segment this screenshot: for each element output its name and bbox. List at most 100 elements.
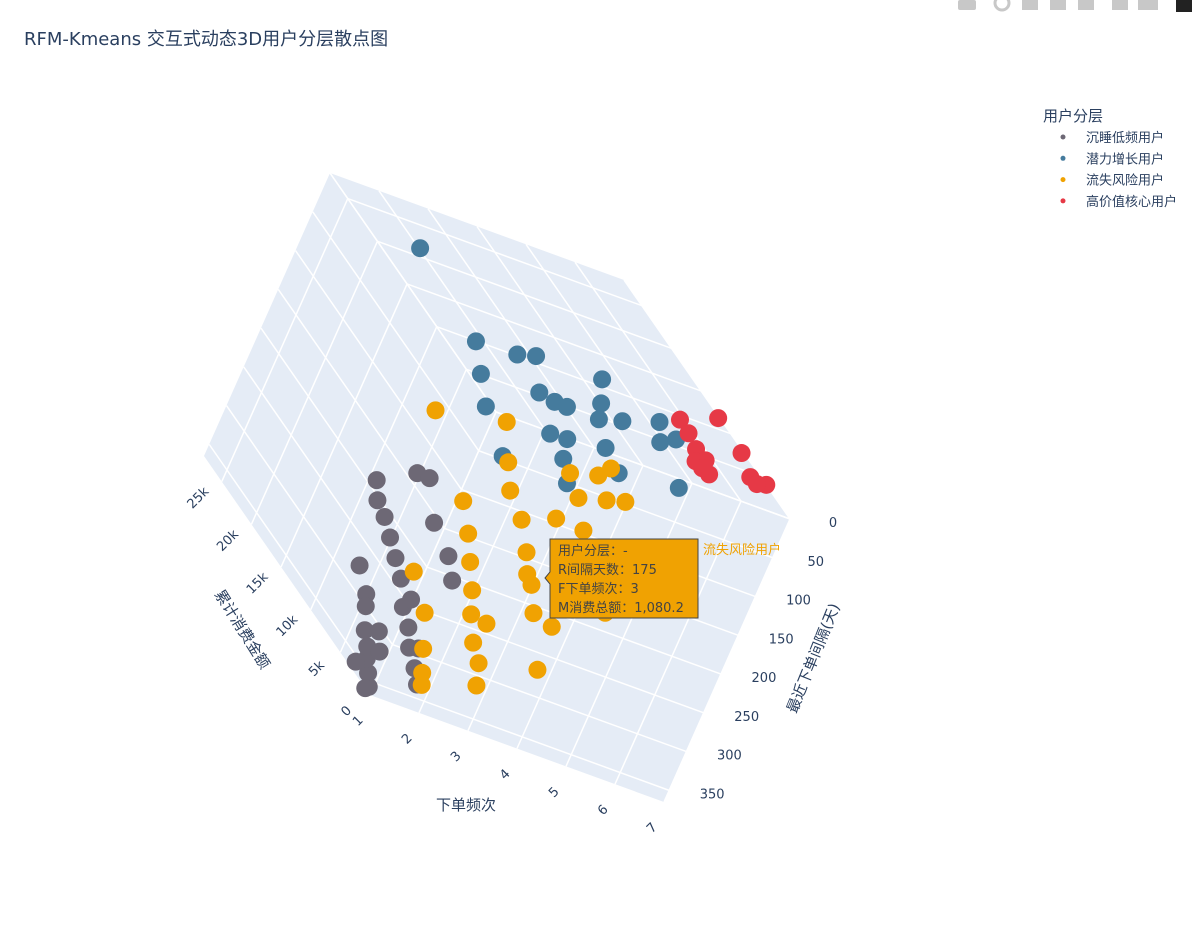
point bbox=[542, 617, 561, 636]
point bbox=[508, 345, 527, 364]
point bbox=[370, 642, 389, 661]
point bbox=[459, 524, 478, 543]
legend-label: 潜力增长用户 bbox=[1086, 151, 1164, 167]
point bbox=[512, 510, 531, 529]
point bbox=[386, 549, 405, 568]
y-tick-label: 2 bbox=[399, 731, 415, 747]
grid-line bbox=[378, 190, 546, 431]
point bbox=[462, 605, 481, 624]
legend-label: 高价值核心用户 bbox=[1086, 194, 1177, 210]
grid-line bbox=[260, 327, 428, 568]
x-tick-label: 50 bbox=[807, 555, 824, 570]
grid-line bbox=[406, 283, 702, 392]
point bbox=[592, 394, 611, 413]
point bbox=[356, 597, 375, 616]
x-tick-label: 300 bbox=[717, 749, 742, 764]
y-axis-title: 下单频次 bbox=[436, 796, 496, 814]
plotly-logo[interactable] bbox=[1176, 0, 1192, 12]
legend-marker bbox=[1060, 177, 1066, 183]
pan-icon[interactable] bbox=[1022, 0, 1038, 10]
point bbox=[589, 410, 608, 429]
scene: 050100150200250300350123456705k10k15k20k… bbox=[185, 172, 844, 837]
point bbox=[541, 424, 560, 443]
point bbox=[651, 433, 670, 452]
point bbox=[464, 633, 483, 652]
point bbox=[404, 562, 423, 581]
point bbox=[399, 618, 418, 637]
grid-line bbox=[280, 283, 408, 568]
grid-line bbox=[294, 250, 463, 490]
point bbox=[411, 239, 430, 258]
point bbox=[501, 481, 520, 500]
grid-line bbox=[221, 198, 349, 482]
point bbox=[596, 438, 615, 457]
point bbox=[476, 397, 495, 416]
point bbox=[375, 507, 394, 526]
y-tick-label: 3 bbox=[448, 749, 464, 765]
grid-line bbox=[277, 288, 445, 529]
point bbox=[569, 488, 588, 507]
y-tick-label: 4 bbox=[497, 767, 513, 783]
x-tick-label: 100 bbox=[786, 594, 811, 609]
point bbox=[356, 679, 375, 698]
point bbox=[439, 547, 458, 566]
rotate-icon[interactable] bbox=[1050, 0, 1066, 10]
camera-icon[interactable] bbox=[958, 0, 976, 10]
z-tick-label: 20k bbox=[214, 527, 242, 555]
point bbox=[518, 565, 537, 584]
point bbox=[346, 652, 365, 671]
point bbox=[613, 412, 632, 431]
point bbox=[557, 397, 576, 416]
point bbox=[670, 410, 689, 429]
point bbox=[497, 412, 516, 431]
point bbox=[414, 639, 433, 658]
legend-marker bbox=[1060, 155, 1066, 161]
point bbox=[524, 604, 543, 623]
point bbox=[517, 543, 536, 562]
grid-line bbox=[565, 483, 693, 767]
point bbox=[467, 676, 486, 695]
grid-line bbox=[310, 326, 438, 610]
grid-line bbox=[369, 411, 497, 696]
point bbox=[547, 509, 566, 528]
point bbox=[425, 513, 444, 532]
x-tick-label: 150 bbox=[769, 632, 794, 647]
y-tick-label: 5 bbox=[546, 784, 562, 800]
point bbox=[709, 409, 728, 428]
x-tick-label: 350 bbox=[700, 787, 725, 802]
point bbox=[359, 664, 378, 683]
point bbox=[528, 660, 547, 679]
point bbox=[693, 459, 712, 478]
point bbox=[415, 603, 434, 622]
point bbox=[650, 412, 669, 431]
wall-left bbox=[204, 173, 496, 695]
point bbox=[593, 370, 612, 389]
legend-marker bbox=[1060, 198, 1066, 204]
point bbox=[413, 663, 432, 682]
tooltip-box bbox=[544, 538, 699, 619]
legend-label: 流失风险用户 bbox=[1086, 173, 1164, 189]
orbit-icon[interactable] bbox=[1078, 0, 1094, 10]
home-icon[interactable] bbox=[1112, 0, 1128, 10]
modebar[interactable] bbox=[958, 0, 1192, 12]
z-tick-label: 25k bbox=[185, 484, 213, 512]
z-axis-title: 累计消费金额 bbox=[211, 586, 274, 672]
zoom-icon[interactable] bbox=[993, 0, 1011, 12]
point bbox=[426, 401, 445, 420]
grid-line bbox=[208, 443, 376, 684]
point bbox=[477, 614, 496, 633]
point bbox=[499, 453, 518, 472]
y-tick-label: 7 bbox=[644, 820, 660, 836]
x-tick-label: 200 bbox=[752, 671, 777, 686]
point bbox=[669, 478, 688, 497]
legend-marker bbox=[1060, 134, 1066, 140]
point bbox=[466, 332, 485, 351]
z-tick-label: 5k bbox=[306, 658, 328, 680]
point bbox=[530, 383, 549, 402]
camera-view-icon[interactable] bbox=[1138, 0, 1158, 10]
grid-line bbox=[663, 518, 791, 803]
point bbox=[420, 469, 439, 488]
point bbox=[454, 492, 473, 511]
point bbox=[747, 475, 766, 494]
